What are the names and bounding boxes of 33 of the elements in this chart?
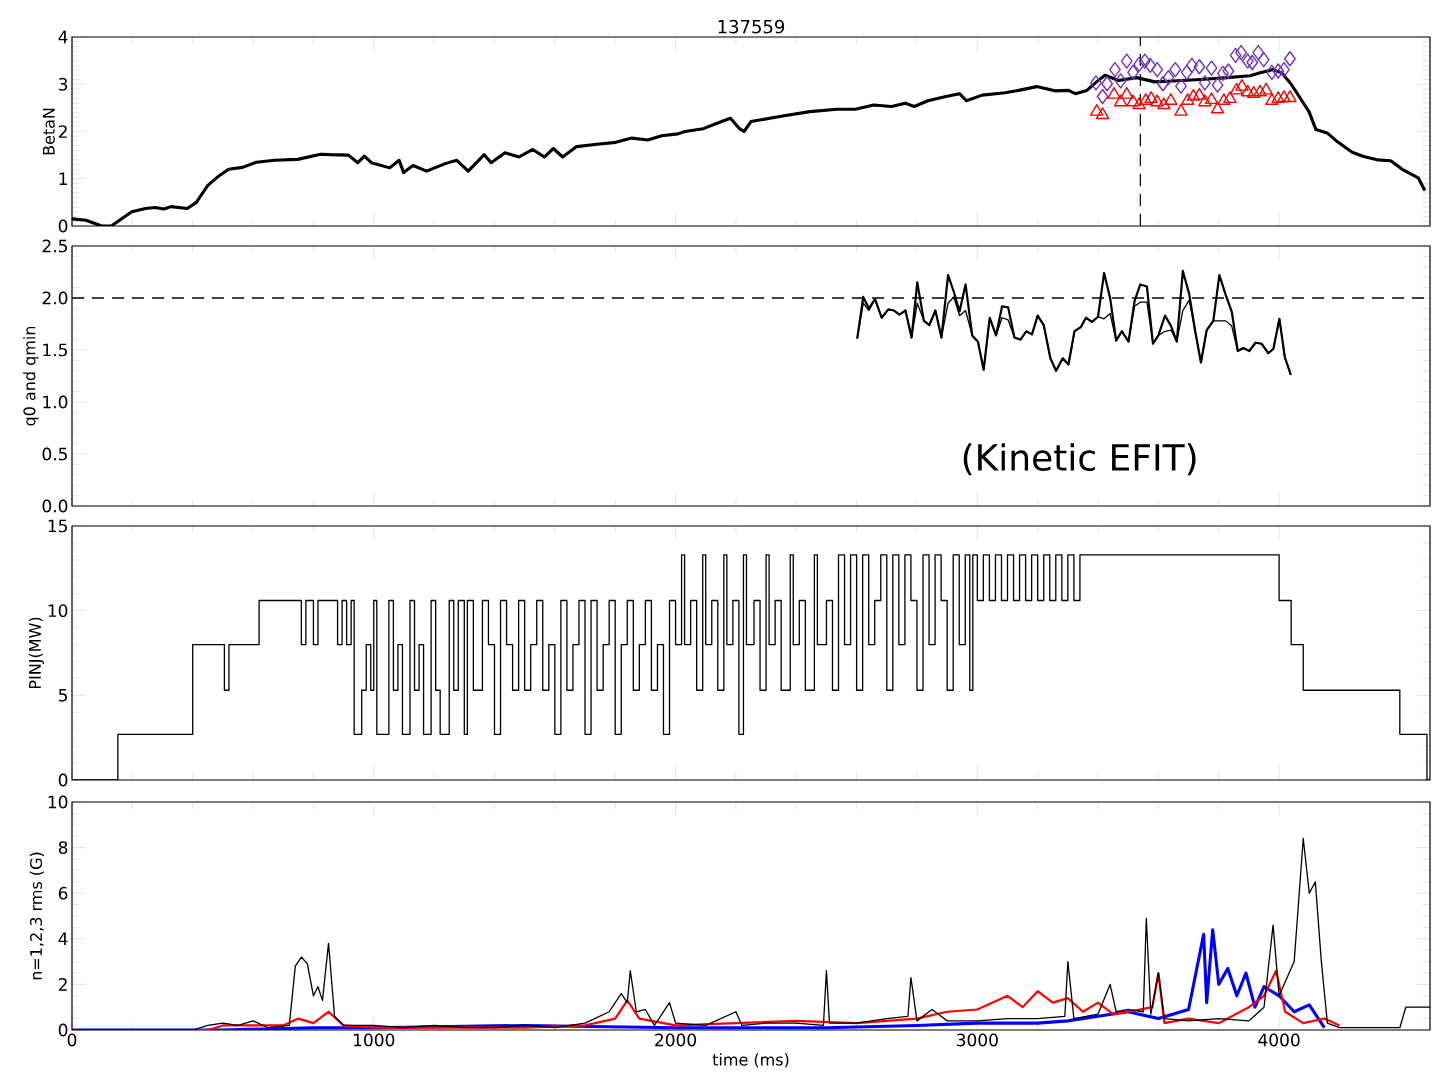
y-tick-label: 4 [58,30,68,44]
x-tick-label: 4000 [1258,1033,1300,1047]
y-tick-label: 15 [48,519,67,533]
y-tick-label: 0.0 [42,499,68,513]
y-tick-label: 0 [58,773,68,787]
y-tick-label: 0 [58,1023,68,1037]
y-tick-label: 0.5 [42,447,67,461]
y-tick-label: 0 [58,219,68,233]
x-axis-title: time (ms) [712,1053,789,1068]
y-tick-label: 2 [58,978,67,991]
y-tick-label: 2.5 [42,239,67,253]
chart-title: 137559 [718,19,785,34]
y-axis-title: q0 and qmin [23,326,39,426]
y-axis-title: n=1,2,3 rms (G) [29,852,44,980]
y-tick-label: 10 [48,795,68,809]
x-tick-label: 1000 [354,1033,395,1047]
annotation: (Kinetic EFIT) [963,443,1196,476]
x-tick-label: 0 [67,1033,77,1047]
x-tick-label: 3000 [957,1033,998,1047]
y-tick-label: 4 [58,932,68,945]
x-tick-label: 2000 [655,1033,697,1047]
y-tick-label: 5 [58,689,67,702]
y-tick-label: 8 [58,841,68,855]
y-axis-title: BetaN [42,108,55,155]
y-tick-label: 1.5 [43,343,67,357]
y-tick-label: 3 [58,77,68,91]
y-tick-label: 2 [58,125,67,138]
y-tick-label: 1 [59,172,67,185]
y-tick-label: 2.0 [42,291,68,305]
y-axis-title: PINJ(MW) [28,617,44,689]
y-tick-label: 1.0 [43,395,68,409]
y-tick-label: 6 [58,886,68,900]
y-tick-label: 10 [48,604,68,618]
